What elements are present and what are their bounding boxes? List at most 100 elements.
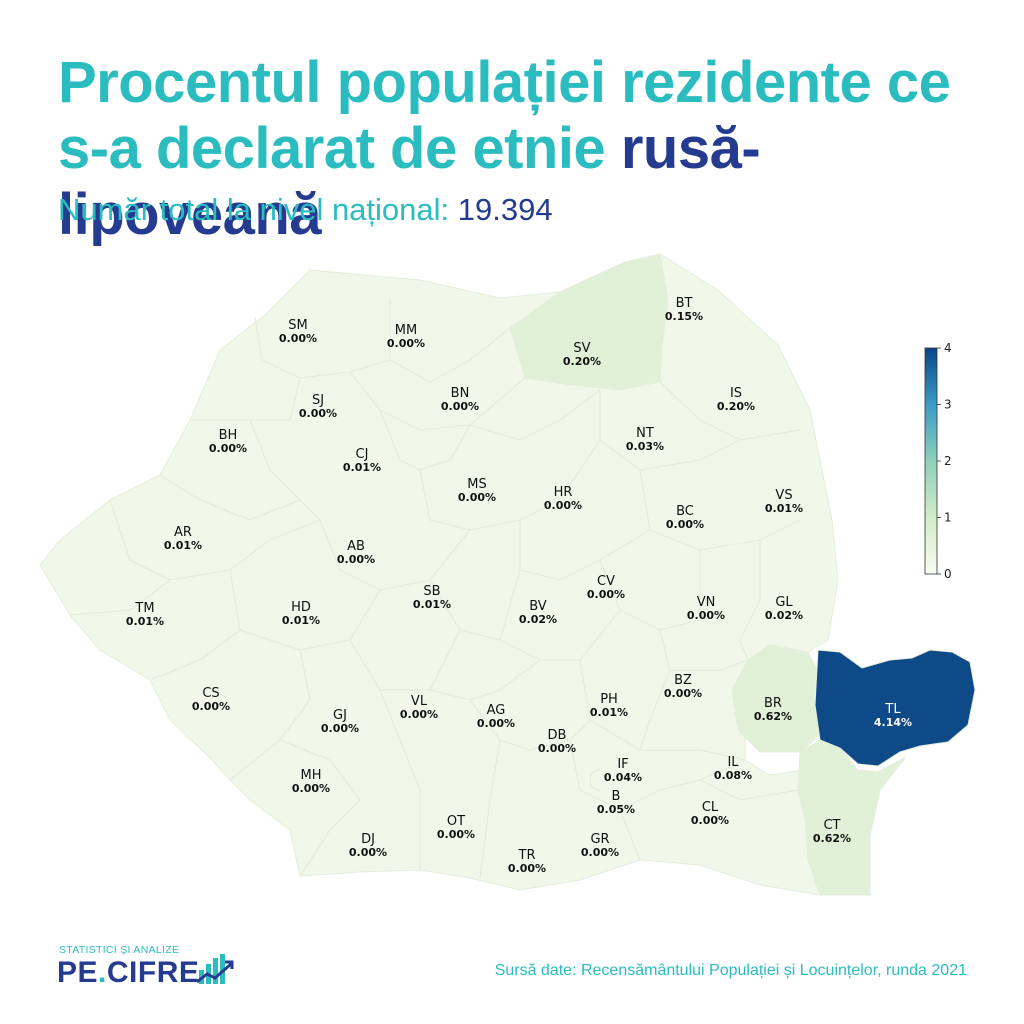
region-code: VL — [411, 694, 428, 709]
region-value: 0.00% — [666, 518, 704, 531]
county-border-line — [229, 649, 311, 781]
county-border-line — [109, 499, 321, 581]
region-code: HD — [291, 600, 311, 615]
county-border-line — [239, 589, 381, 651]
region-label-vn: VN0.00% — [687, 595, 725, 622]
region-code: BH — [219, 428, 238, 443]
colorbar-tick-label: 0 — [944, 567, 952, 581]
county-border-line — [589, 669, 671, 751]
region-label-cj: CJ0.01% — [343, 447, 381, 474]
region-value: 0.62% — [754, 710, 792, 723]
region-code: IS — [730, 386, 742, 401]
region-value: 0.00% — [441, 400, 479, 413]
region-code: BZ — [674, 673, 692, 688]
region-code: BC — [676, 504, 694, 519]
region-label-gl: GL0.02% — [765, 595, 803, 622]
region-value: 0.01% — [164, 539, 202, 552]
region-value: 0.04% — [604, 771, 642, 784]
county-border-line — [389, 300, 511, 383]
region-label-bt: BT0.15% — [665, 296, 703, 323]
region-label-ct: CT0.62% — [813, 818, 851, 845]
colorbar-tick-label: 2 — [944, 454, 952, 468]
county-border-line — [279, 739, 361, 877]
county-border-line — [149, 569, 241, 681]
page-subtitle: Număr total la nivel național: 19.394 — [58, 192, 553, 228]
region-code: DJ — [361, 832, 375, 847]
county-border-line — [569, 739, 641, 861]
subtitle-value: 19.394 — [457, 192, 553, 227]
brand-logo: STATISTICI ȘI ANALIZE PE.CIFRE — [45, 938, 245, 1008]
region-code: MS — [467, 477, 486, 492]
region-label-ar: AR0.01% — [164, 525, 202, 552]
county-border-line — [419, 439, 601, 531]
colorbar-tick-label: 3 — [944, 398, 952, 412]
region-value: 0.00% — [538, 742, 576, 755]
logo-tagline: STATISTICI ȘI ANALIZE — [59, 944, 180, 956]
region-label-bv: BV0.02% — [519, 599, 557, 626]
region-value: 4.14% — [874, 716, 912, 729]
region-value: 0.02% — [765, 609, 803, 622]
region-value: 0.01% — [282, 614, 320, 627]
county-border-line — [159, 474, 301, 521]
region-code: HR — [554, 485, 573, 500]
region-code: B — [612, 789, 621, 804]
county-border-line — [659, 629, 749, 671]
region-label-bc: BC0.00% — [666, 504, 704, 531]
county-border-line — [589, 769, 601, 791]
title-highlight: rusă-lipoveană — [58, 116, 761, 247]
source-note: Sursă date: Recensământului Populației ș… — [494, 962, 967, 979]
region-label-cl: CL0.00% — [691, 800, 729, 827]
region-value: 0.05% — [597, 803, 635, 816]
region-code: SJ — [312, 393, 324, 408]
county-border-line — [469, 389, 601, 441]
region-label-ph: PH0.01% — [590, 692, 628, 719]
county-border-line — [249, 419, 321, 521]
region-value: 0.20% — [563, 355, 601, 368]
region-label-hr: HR0.00% — [544, 485, 582, 512]
logo-main-right: CIFRE — [106, 956, 200, 989]
county-border-line — [659, 381, 801, 441]
region-value: 0.00% — [691, 814, 729, 827]
region-code: IL — [727, 755, 739, 770]
region-code: MH — [301, 768, 322, 783]
colorbar — [924, 347, 938, 575]
region-code: PH — [600, 692, 618, 707]
region-value: 0.00% — [664, 687, 702, 700]
region-code: GR — [590, 832, 609, 847]
region-label-vl: VL0.00% — [400, 694, 438, 721]
region-value: 0.00% — [437, 828, 475, 841]
region-label-is: IS0.20% — [717, 386, 755, 413]
region-label-sj: SJ0.00% — [299, 393, 337, 420]
region-code: VN — [697, 595, 716, 610]
region-label-ab: AB0.00% — [337, 539, 375, 566]
page-title: Procentul populației rezidente ce s-a de… — [58, 50, 1018, 248]
region-label-b: B0.05% — [597, 789, 635, 816]
region-label-sm: SM0.00% — [279, 318, 317, 345]
region-label-nt: NT0.03% — [626, 426, 664, 453]
region-code: TM — [134, 601, 154, 616]
region-value: 0.02% — [519, 613, 557, 626]
region-value: 0.00% — [337, 553, 375, 566]
region-code: BT — [676, 296, 693, 311]
region-value: 0.00% — [687, 609, 725, 622]
region-label-ot: OT0.00% — [437, 814, 475, 841]
region-label-gr: GR0.00% — [581, 832, 619, 859]
county-border-line — [69, 579, 171, 616]
region-label-gj: GJ0.00% — [321, 708, 359, 735]
region-label-tm: TM0.01% — [126, 601, 164, 628]
region-code: BR — [764, 696, 782, 711]
region-value: 0.03% — [626, 440, 664, 453]
region-code: AB — [347, 539, 365, 554]
region-code: CJ — [356, 447, 369, 462]
region-code: MM — [395, 323, 417, 338]
logo-dot: . — [98, 956, 107, 989]
region-code: GJ — [333, 708, 347, 723]
region-label-if: IF0.04% — [604, 757, 642, 784]
region-label-cv: CV0.00% — [587, 574, 625, 601]
county-border-line — [699, 779, 799, 801]
region-code: TR — [518, 848, 536, 863]
region-code: BN — [451, 386, 470, 401]
region-label-il: IL0.08% — [714, 755, 752, 782]
region-code: GL — [775, 595, 793, 610]
